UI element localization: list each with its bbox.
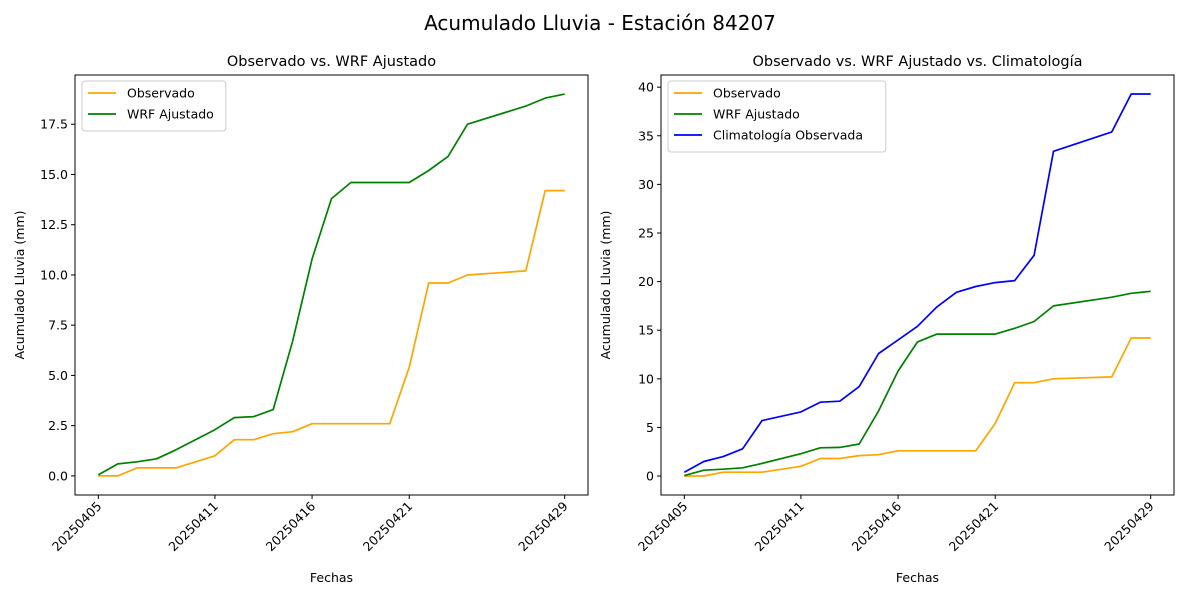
series-line-wrf-ajustado [684,290,1151,477]
chart-title: Observado vs. WRF Ajustado vs. Climatolo… [753,54,1083,70]
x-tick-label: 20250421 [946,499,1002,555]
x-axis-label: Fechas [310,570,353,585]
x-axis-label: Fechas [896,570,939,585]
series-line-wrf-ajustado [97,93,565,476]
y-tick-label: 2.5 [48,418,68,433]
right-chart: Observado vs. WRF Ajustado vs. Climatolo… [598,54,1175,585]
series-line-climatolog-a-observada [683,93,1151,473]
x-tick-label: 20250429 [1101,498,1157,554]
x-tick-label: 20250411 [751,499,807,555]
y-tick-label: 20 [638,274,654,289]
y-tick-label: 5.0 [48,368,68,383]
figure-title: Acumulado Lluvia - Estación 84207 [424,11,776,35]
legend-label: Observado [127,86,195,101]
legend: Observado WRF Ajustado [81,80,227,132]
legend-label: WRF Ajustado [127,107,214,122]
legend-label: WRF Ajustado [713,107,800,122]
plot-frame [74,74,589,496]
y-tick-label: 10 [638,371,654,386]
chart-title: Observado vs. WRF Ajustado [227,54,436,70]
y-tick-label: 15.0 [40,167,68,182]
x-tick-label: 20250416 [263,498,319,554]
y-tick-label: 30 [638,177,654,192]
y-axis-label: Acumulado Lluvia (mm) [598,211,613,360]
y-tick-label: 10.0 [40,267,68,282]
y-tick-label: 7.5 [48,318,68,333]
legend-label: Climatología Observada [713,128,863,143]
series-line-observado [684,337,1151,477]
left-chart: Observado vs. WRF Ajustado 0.0 2.5 5.0 7.5 10… [12,54,589,585]
x-tick-label: 20250429 [515,498,571,554]
y-tick-label: 12.5 [40,217,68,232]
legend-box [81,80,227,132]
y-tick-label: 25 [638,225,654,240]
x-tick-label: 20250405 [635,499,691,555]
plot-frame [660,74,1175,496]
y-tick-label: 0 [646,469,654,484]
legend-box [667,80,887,153]
y-tick-label: 15 [638,323,654,338]
y-tick-label: 17.5 [40,117,68,132]
x-tick-label: 20250421 [360,499,416,555]
legend-label: Observado [713,86,781,101]
series-line-observado [98,189,565,477]
y-tick-label: 5 [646,420,654,435]
y-axis-label: Acumulado Lluvia (mm) [12,211,27,360]
x-tick-label: 20250411 [165,499,221,555]
x-tick-label: 20250405 [49,499,105,555]
y-tick-label: 0.0 [48,468,68,483]
legend: Observado WRF Ajustado Climatología Observ… [667,80,887,153]
y-tick-label: 35 [638,128,654,143]
y-tick-label: 40 [638,80,654,95]
x-tick-label: 20250416 [849,498,905,554]
